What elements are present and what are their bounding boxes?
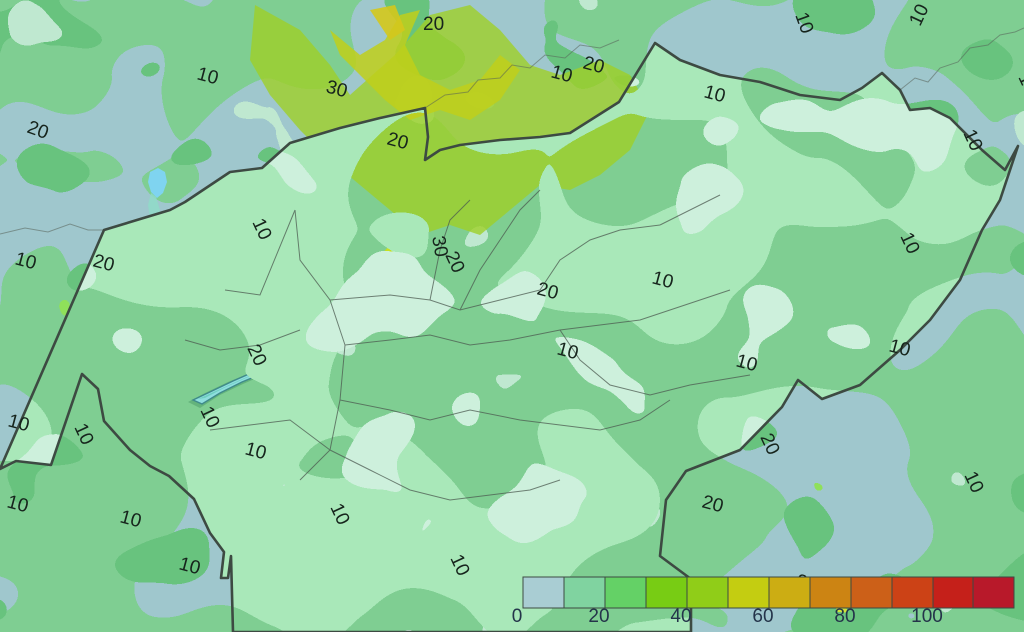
svg-text:100: 100 xyxy=(911,606,943,627)
svg-text:20: 20 xyxy=(588,606,609,627)
svg-text:0: 0 xyxy=(512,606,523,627)
svg-text:20: 20 xyxy=(423,14,444,35)
svg-text:60: 60 xyxy=(752,606,773,627)
svg-text:80: 80 xyxy=(834,606,855,627)
svg-text:40: 40 xyxy=(670,606,691,627)
